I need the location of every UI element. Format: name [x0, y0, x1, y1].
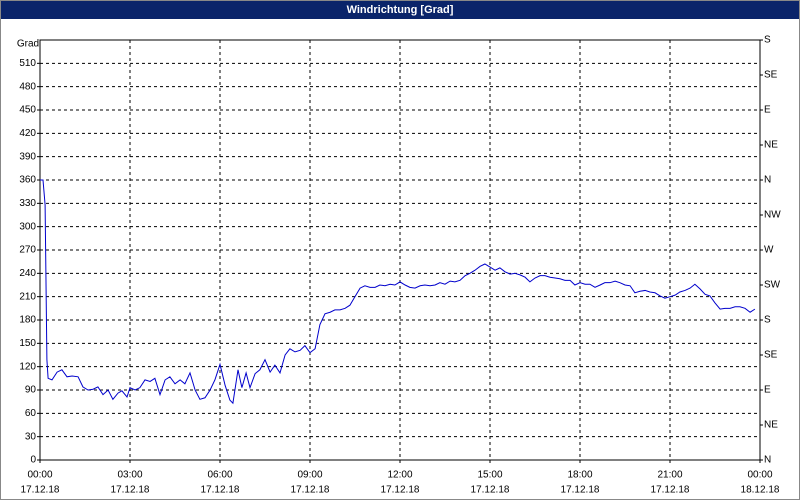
y-tick-label: 150: [19, 338, 36, 349]
y2-tick-label: SW: [764, 280, 781, 291]
y-tick-label: 300: [19, 221, 36, 232]
title-bar: Windrichtung [Grad]: [1, 1, 799, 19]
y2-tick-label: W: [764, 245, 774, 256]
y2-tick-label: SE: [764, 350, 778, 361]
y-tick-label: 0: [30, 455, 36, 466]
x-tick-label: 12:00: [387, 470, 412, 481]
y2-tick-label: E: [764, 385, 771, 396]
y-tick-label: 420: [19, 128, 36, 139]
x-tick-date: 17.12.18: [111, 485, 150, 496]
y-tick-label: 240: [19, 268, 36, 279]
y-tick-label: 60: [25, 408, 37, 419]
y-tick-label: 450: [19, 105, 36, 116]
y2-tick-label: NE: [764, 140, 778, 151]
y2-tick-label: S: [764, 35, 771, 46]
x-tick-label: 00:00: [27, 470, 52, 481]
x-tick-date: 17.12.18: [21, 485, 60, 496]
x-tick-label: 18:00: [567, 470, 592, 481]
x-tick-date: 17.12.18: [561, 485, 600, 496]
y2-tick-label: S: [764, 315, 771, 326]
y-tick-label: 390: [19, 151, 36, 162]
y-tick-label: 30: [25, 431, 37, 442]
x-tick-date: 17.12.18: [651, 485, 690, 496]
y2-tick-label: N: [764, 175, 771, 186]
x-tick-label: 15:00: [477, 470, 502, 481]
y-tick-label: 180: [19, 315, 36, 326]
y-tick-label: 480: [19, 81, 36, 92]
y-tick-label: 270: [19, 245, 36, 256]
y-axis-label: Grad: [17, 39, 39, 50]
x-tick-label: 00:00: [747, 470, 772, 481]
x-tick-date: 17.12.18: [201, 485, 240, 496]
y2-tick-label: NE: [764, 420, 778, 431]
y2-tick-label: SE: [764, 70, 778, 81]
y2-tick-label: E: [764, 105, 771, 116]
x-tick-date: 18.12.18: [741, 485, 780, 496]
y-tick-label: 90: [25, 385, 37, 396]
y2-tick-label: N: [764, 455, 771, 466]
plot-frame: [39, 39, 761, 461]
y-tick-label: 510: [19, 58, 36, 69]
y-tick-label: 360: [19, 175, 36, 186]
x-tick-date: 17.12.18: [381, 485, 420, 496]
x-tick-label: 09:00: [297, 470, 322, 481]
x-tick-date: 17.12.18: [471, 485, 510, 496]
line: [40, 179, 756, 405]
y-tick-label: 330: [19, 198, 36, 209]
x-tick-label: 06:00: [207, 470, 232, 481]
x-tick-label: 21:00: [657, 470, 682, 481]
y-tick-label: 210: [19, 291, 36, 302]
x-tick-date: 17.12.18: [291, 485, 330, 496]
y2-tick-label: NW: [764, 210, 781, 221]
y-tick-label: 120: [19, 361, 36, 372]
x-tick-label: 03:00: [117, 470, 142, 481]
